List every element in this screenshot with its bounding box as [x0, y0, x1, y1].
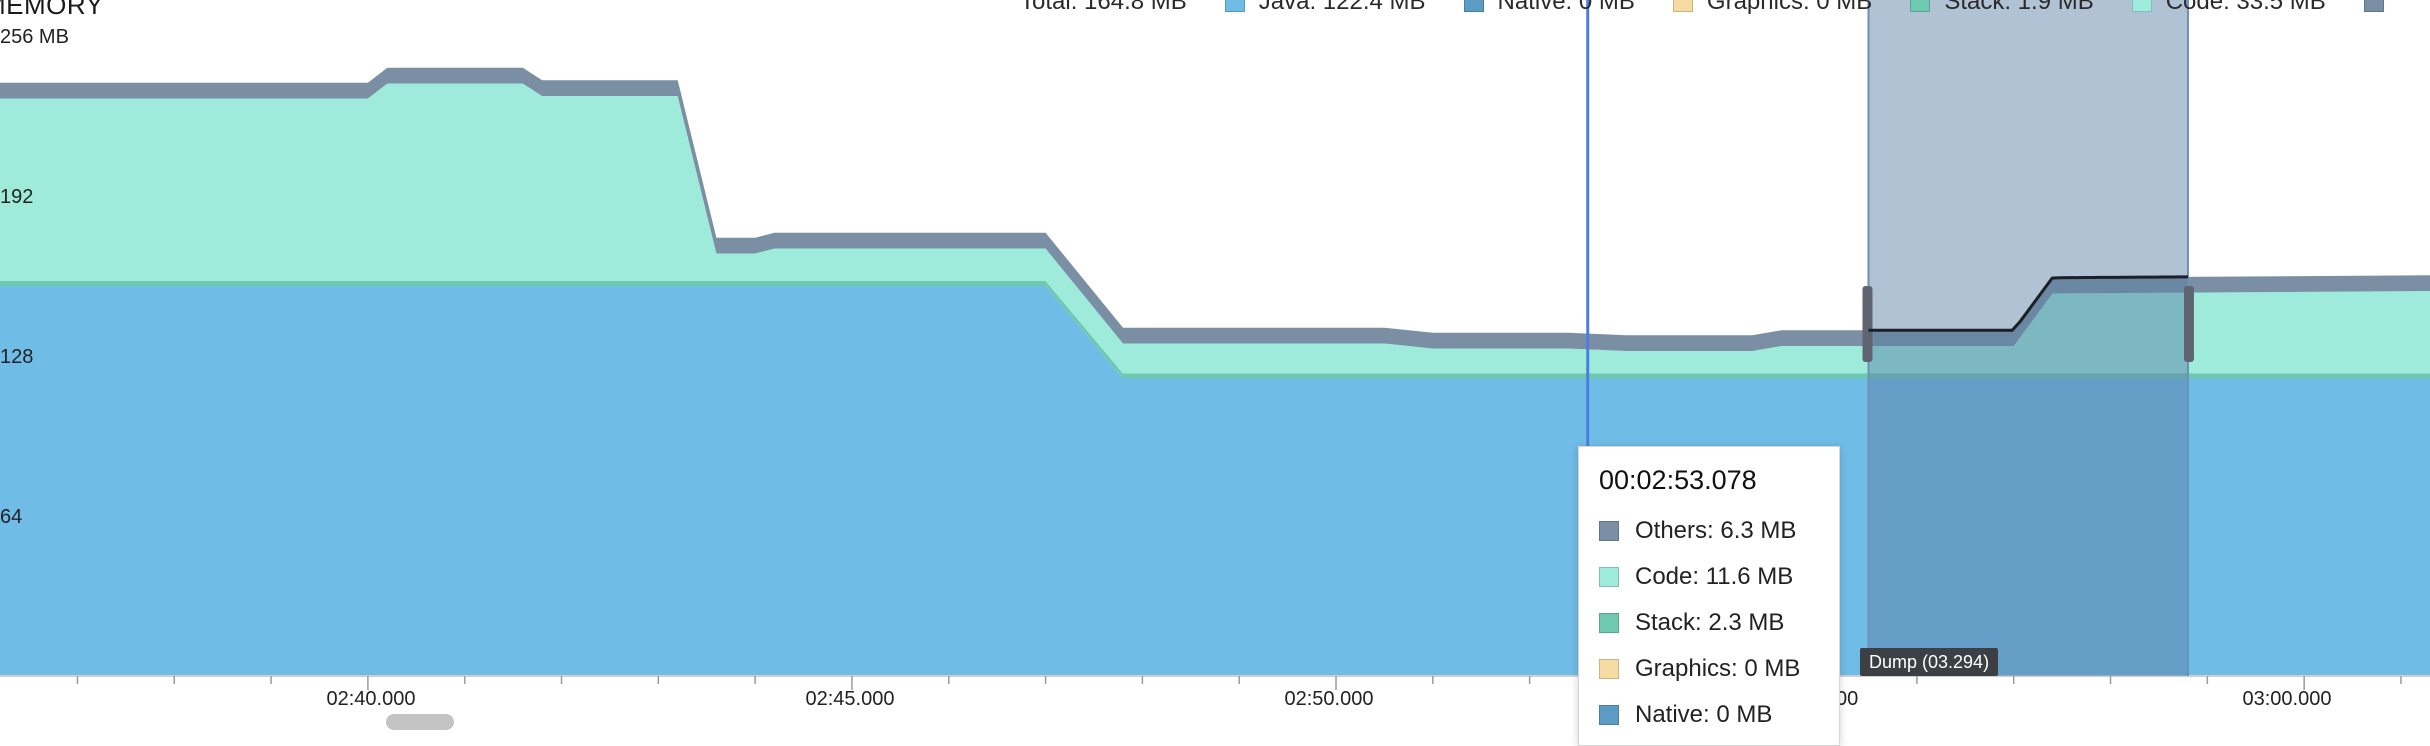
tooltip-code-label: Code: 11.6 MB — [1635, 563, 1794, 590]
y-axis-label-256: 256 MB — [0, 26, 69, 48]
x-axis-label-0255-partial: 00 — [1836, 688, 1859, 710]
graphics-swatch-icon — [1672, 0, 1693, 12]
legend-java-label: Java: 122.4 MB — [1258, 0, 1426, 15]
area-series-others — [0, 67, 2430, 351]
y-axis-label-128: 128 — [0, 346, 34, 368]
legend-stack-label: Stack: 1.9 MB — [1944, 0, 2094, 15]
legend-native: Native: 0 MB — [1463, 0, 1635, 16]
others-swatch-icon — [1599, 521, 1619, 541]
x-axis-label-0245: 02:45.000 — [805, 688, 895, 710]
legend-total-label: Total: 164.8 MB — [1020, 0, 1187, 15]
legend-code: Code: 33.5 MB — [2131, 0, 2326, 16]
tooltip-row-stack: Stack: 2.3 MB — [1599, 600, 1839, 646]
legend-graphics-label: Graphics: 0 MB — [1706, 0, 1873, 15]
area-series-code — [0, 83, 2430, 374]
native-swatch-icon — [1599, 705, 1619, 725]
native-swatch-icon — [1463, 0, 1484, 12]
legend-total: Total: 164.8 MB — [1020, 0, 1187, 16]
tooltip-row-graphics: Graphics: 0 MB — [1599, 646, 1839, 692]
tooltip-time: 00:02:53.078 — [1599, 465, 1757, 495]
tooltip-native-label: Native: 0 MB — [1635, 701, 1773, 728]
tooltip-row-native: Native: 0 MB — [1599, 692, 1839, 738]
tooltip-row-code: Code: 11.6 MB — [1599, 554, 1839, 600]
selection-left-handle — [1862, 286, 1873, 362]
stack-swatch-icon — [1599, 613, 1619, 633]
legend-stack: Stack: 1.9 MB — [1910, 0, 2094, 16]
legend-code-label: Code: 33.5 MB — [2165, 0, 2326, 15]
timeline-scrollbar-thumb[interactable] — [386, 714, 454, 730]
tooltip-stack-label: Stack: 2.3 MB — [1635, 609, 1785, 636]
heap-dump-marker-label[interactable]: Dump (03.294) — [1860, 648, 1999, 676]
java-swatch-icon — [1224, 0, 1245, 12]
y-axis-label-192: 192 — [0, 186, 34, 208]
tooltip-others-label: Others: 6.3 MB — [1635, 517, 1797, 544]
legend-others — [2363, 0, 2398, 12]
tooltip-row-others: Others: 6.3 MB — [1599, 508, 1839, 554]
selection-range — [1868, 0, 2188, 676]
legend-native-label: Native: 0 MB — [1497, 0, 1635, 15]
x-axis-label-0240: 02:40.000 — [326, 688, 416, 710]
tooltip-graphics-label: Graphics: 0 MB — [1635, 655, 1801, 682]
stack-swatch-icon — [1910, 0, 1931, 12]
memory-legend: Total: 164.8 MB Java: 122.4 MB Native: 0… — [1020, 0, 2430, 16]
code-swatch-icon — [2131, 0, 2152, 12]
legend-graphics: Graphics: 0 MB — [1672, 0, 1873, 16]
memory-section-title: MEMORY — [0, 0, 104, 20]
legend-java: Java: 122.4 MB — [1224, 0, 1426, 16]
code-swatch-icon — [1599, 567, 1619, 587]
selection-total-outline — [1868, 275, 2188, 332]
selection-right-handle — [2183, 286, 2194, 362]
x-axis-label-0250: 02:50.000 — [1284, 688, 1374, 710]
others-swatch-icon — [2363, 0, 2384, 12]
x-axis-label-0300: 03:00.000 — [2242, 688, 2332, 710]
memory-tooltip: 00:02:53.078 Others: 6.3 MB Code: 11.6 M… — [1578, 446, 1840, 746]
y-axis-label-64: 64 — [0, 506, 23, 528]
graphics-swatch-icon — [1599, 659, 1619, 679]
